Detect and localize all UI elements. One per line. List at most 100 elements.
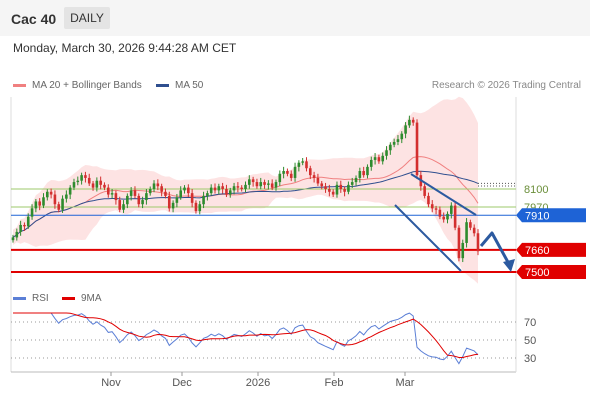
candle-body: [396, 139, 400, 142]
candle-body: [263, 182, 266, 185]
candle-body: [377, 157, 381, 162]
candle-body: [343, 189, 346, 192]
candle-body: [301, 161, 304, 163]
candle-body: [465, 222, 468, 243]
candle-body: [106, 187, 110, 195]
candle-body: [114, 193, 118, 201]
candle-body: [282, 171, 285, 174]
x-tick-label: Mar: [396, 377, 415, 389]
candle-body: [76, 180, 80, 183]
legend-label-ma20: MA 20 + Bollinger Bands: [32, 80, 142, 91]
candle-body: [312, 175, 316, 178]
axis-label-box: [516, 208, 586, 223]
candle-body: [423, 186, 426, 196]
candle-body: [53, 194, 57, 205]
candle-body: [430, 204, 434, 209]
candle-body: [373, 157, 377, 160]
candle-body: [289, 173, 293, 178]
timeframe-badge[interactable]: DAILY: [64, 7, 110, 29]
candle-body: [350, 182, 354, 185]
candle-body: [179, 190, 183, 198]
candle-body: [80, 175, 83, 181]
candle-body: [137, 195, 141, 205]
candle-body: [408, 119, 411, 126]
candle-body: [286, 171, 289, 174]
candle-body: [141, 200, 144, 205]
candle-body: [171, 202, 175, 209]
candle-body: [202, 195, 205, 205]
legend-swatch-9ma: [62, 296, 75, 300]
candle-body: [206, 193, 209, 196]
legend-swatch-ma50: [156, 83, 169, 87]
legend-swatch-rsi: [13, 296, 26, 300]
rsi-9ma-line: [13, 312, 479, 358]
instrument-title: Cac 40: [11, 11, 57, 27]
legend-swatch-ma20: [13, 83, 26, 87]
candle-body: [68, 187, 72, 195]
candle-body: [293, 166, 297, 178]
candle-body: [369, 159, 373, 167]
candle-body: [213, 187, 217, 191]
candle-body: [217, 186, 221, 191]
candle-body: [221, 186, 224, 189]
candle-body: [118, 200, 122, 210]
axis-label-box: [516, 242, 586, 257]
candle-body: [248, 179, 251, 185]
axis-label-box: [516, 265, 586, 279]
candle-body: [308, 168, 312, 176]
legend-label-9ma: 9MA: [81, 293, 102, 304]
candle-body: [472, 227, 476, 234]
trend-channel-lower: [394, 204, 462, 272]
candle-body: [297, 162, 301, 167]
candle-body: [320, 183, 324, 187]
rsi-axis-label: 50: [524, 335, 536, 347]
candle-body: [404, 125, 407, 134]
candle-body: [347, 184, 350, 192]
candle-body: [240, 187, 243, 189]
candle-body: [30, 208, 34, 217]
candle-body: [164, 191, 167, 196]
candle-body: [15, 231, 19, 238]
candle-body: [366, 166, 369, 176]
candle-body: [38, 201, 41, 206]
x-tick-label: Nov: [101, 377, 121, 389]
candle-body: [381, 155, 385, 162]
candle-body: [34, 201, 38, 209]
candle-body: [339, 184, 343, 189]
trend-channel-upper: [410, 173, 477, 216]
candle-body: [91, 183, 95, 188]
candle-body: [126, 195, 129, 205]
candle-body: [331, 191, 335, 195]
candle-body: [175, 197, 179, 203]
candle-body: [415, 122, 419, 176]
rsi-line: [13, 312, 479, 365]
candle-body: [190, 193, 194, 203]
legend-ma20-bollinger: MA 20 + Bollinger Bands: [13, 80, 142, 91]
candle-body: [278, 173, 282, 183]
candle-body: [194, 202, 198, 212]
candle-body: [95, 180, 99, 188]
candle-body: [461, 242, 465, 259]
candle-body: [103, 184, 106, 188]
candle-body: [61, 198, 64, 210]
legend-label-ma50: MA 50: [175, 80, 204, 91]
candle-body: [450, 205, 453, 214]
candle-body: [259, 182, 263, 187]
candle-body: [42, 197, 45, 206]
candle-body: [152, 183, 156, 189]
candle-body: [198, 204, 202, 212]
candle-body: [65, 194, 68, 199]
candle-body: [236, 186, 240, 188]
candle-body: [156, 183, 160, 187]
candle-body: [26, 216, 30, 227]
candle-body: [267, 183, 270, 185]
candle-body: [392, 141, 396, 145]
legend-ma50: MA 50: [156, 80, 203, 91]
candle-body: [129, 190, 133, 196]
axis-label-support: 7660: [525, 245, 549, 257]
candle-body: [324, 186, 327, 189]
candle-body: [228, 190, 232, 195]
candle-body: [19, 224, 22, 232]
candle-body: [457, 227, 461, 259]
